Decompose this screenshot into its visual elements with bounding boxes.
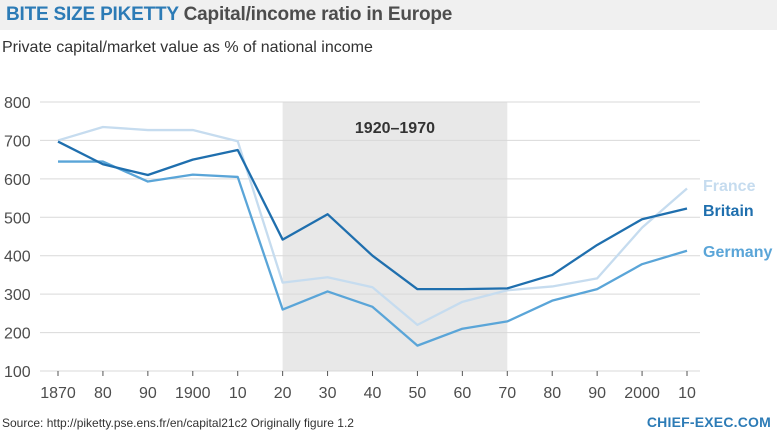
x-tick-label: 90 <box>139 385 157 402</box>
chart-title: BITE SIZE PIKETTY Capital/income ratio i… <box>6 4 452 26</box>
y-tick-label: 100 <box>4 364 31 381</box>
legend: France Britain Germany <box>703 178 772 261</box>
y-tick-label: 400 <box>4 249 31 266</box>
y-axis-description: Private capital/market value as % of nat… <box>2 39 373 56</box>
x-tick-label: 50 <box>409 385 427 402</box>
x-axis: 1870 80 90 1900 10 20 30 40 50 60 70 80 90 2000 10 <box>40 371 696 402</box>
x-tick-label: 10 <box>229 385 247 402</box>
gridlines <box>40 101 700 372</box>
x-tick-label: 40 <box>364 385 382 402</box>
title-bar <box>0 0 777 30</box>
x-tick-label: 70 <box>498 385 516 402</box>
shaded-period <box>282 102 508 371</box>
shaded-period-label: 1920–1970 <box>355 120 435 137</box>
x-tick-label: 80 <box>543 385 561 402</box>
x-tick-label: 1900 <box>175 385 211 402</box>
y-tick-label: 300 <box>4 287 31 304</box>
brand-label: BITE SIZE PIKETTY <box>6 4 179 25</box>
y-tick-label: 700 <box>4 133 31 150</box>
legend-label-france: France <box>703 178 756 195</box>
title-text: Capital/income ratio in Europe <box>183 4 453 25</box>
x-tick-label: 20 <box>274 385 292 402</box>
y-axis: 100 200 300 400 500 600 700 800 <box>4 95 31 381</box>
series-line-germany <box>58 160 688 347</box>
legend-label-germany: Germany <box>703 244 772 261</box>
y-tick-label: 600 <box>4 172 31 189</box>
y-tick-label: 200 <box>4 326 31 343</box>
x-tick-label: 1870 <box>40 385 76 402</box>
brand-logo: CHIEF-EXEC.COM <box>646 414 771 430</box>
series-line-france <box>57 125 688 327</box>
series-line-britain <box>57 140 688 291</box>
x-tick-label: 30 <box>319 385 337 402</box>
series-lines <box>57 125 688 347</box>
source-note: Source: http://piketty.pse.ens.fr/en/cap… <box>2 416 354 430</box>
x-tick-label: 2000 <box>624 385 660 402</box>
x-tick-label: 60 <box>453 385 471 402</box>
x-tick-label: 10 <box>678 385 696 402</box>
y-tick-label: 800 <box>4 95 31 112</box>
x-tick-label: 90 <box>588 385 606 402</box>
legend-label-britain: Britain <box>703 203 754 220</box>
y-tick-label: 500 <box>4 210 31 227</box>
x-tick-label: 80 <box>94 385 112 402</box>
